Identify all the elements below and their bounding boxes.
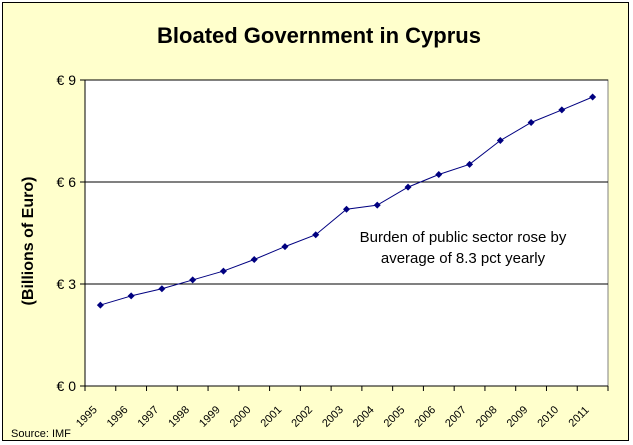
data-point	[189, 276, 197, 284]
x-tick-label: 1998	[166, 404, 192, 430]
x-tick-label: 2004	[351, 404, 377, 430]
data-point	[127, 292, 135, 300]
annotation-line-1: Burden of public sector rose by	[360, 229, 567, 246]
data-point	[343, 205, 350, 213]
x-tick-label: 2007	[443, 404, 469, 430]
x-tick-label: 2001	[259, 404, 285, 430]
data-point	[404, 183, 412, 191]
y-tick-labels: € 0 € 3 € 6 € 9	[57, 72, 77, 394]
data-point	[219, 267, 227, 275]
data-point	[373, 201, 381, 209]
x-tick-label: 2006	[412, 404, 438, 430]
chart: Bloated Government in Cyprus (Billions o…	[11, 23, 609, 440]
data-point	[281, 243, 289, 251]
x-tick-label: 2003	[320, 404, 346, 430]
data-point	[496, 137, 504, 145]
x-tick-label: 2002	[289, 404, 315, 430]
x-tick-label: 2009	[505, 404, 531, 430]
x-tick-label: 1995	[74, 404, 100, 430]
plot-area	[84, 79, 609, 387]
data-point	[312, 231, 320, 239]
x-tick-label: 1997	[136, 404, 162, 430]
data-point	[435, 171, 443, 179]
grid-lines	[80, 79, 609, 391]
annotation: Burden of public sector rose by average …	[360, 229, 567, 267]
x-tick-label: 2011	[567, 404, 592, 429]
y-axis-label: (Billions of Euro)	[20, 177, 37, 306]
chart-title: Bloated Government in Cyprus	[157, 23, 481, 48]
x-tick-label: 1999	[197, 404, 223, 430]
x-tick-label: 2010	[535, 404, 561, 430]
x-tick-label: 2008	[474, 404, 500, 430]
source-note: Source: IMF	[11, 428, 71, 440]
y-tick-label: € 9	[57, 72, 77, 88]
data-point	[250, 256, 258, 264]
data-point	[589, 93, 597, 101]
x-tick-label: 2000	[228, 404, 254, 430]
chart-frame: Bloated Government in Cyprus (Billions o…	[2, 2, 629, 441]
data-point	[527, 119, 535, 126]
data-point	[96, 301, 104, 309]
y-tick-label: € 0	[57, 378, 77, 394]
data-point	[466, 160, 474, 168]
x-tick-labels: 1995 1996 1997 1998 1999 2000 2001 2002 2003 2004…	[74, 404, 592, 430]
y-tick-label: € 6	[57, 174, 77, 190]
y-tick-label: € 3	[57, 276, 77, 292]
data-point	[558, 106, 566, 114]
x-tick-label: 2005	[382, 404, 408, 430]
annotation-line-2: average of 8.3 pct yearly	[381, 250, 546, 267]
data-point	[158, 285, 166, 293]
x-tick-label: 1996	[105, 404, 131, 430]
data-points	[96, 93, 597, 309]
